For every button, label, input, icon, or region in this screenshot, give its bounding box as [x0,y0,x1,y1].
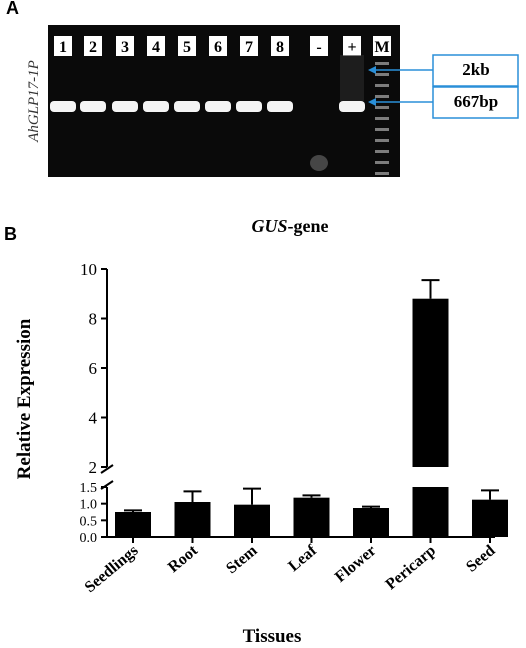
chart-title: GUS-gene [252,216,329,236]
axis-break-mark [100,464,114,474]
ladder-band [375,95,389,98]
bar [115,512,151,537]
ladder-band [375,84,389,87]
lane-label: 4 [152,39,160,56]
lane-label-box [178,36,196,56]
arrow-head-icon [368,66,376,74]
lane-label-box [209,36,227,56]
lane-label-box [271,36,289,56]
bar-lower-segment [412,487,449,537]
panel-a-letter: A [6,0,19,18]
lane-label-box [147,36,165,56]
x-axis-label: Tissues [243,626,302,647]
dna-band [205,101,231,112]
y-tick-label: 6 [89,359,98,378]
lane-label-box [310,36,328,56]
lane-label-box [84,36,102,56]
lane-label: 6 [214,39,222,56]
dna-band [339,101,365,112]
lane-label: 3 [121,39,129,56]
x-tick-label: Seed [463,542,499,576]
y-tick-label: 10 [80,260,97,279]
ladder-band [375,117,389,120]
lane-label: 1 [59,39,67,56]
y-tick-label: 0.0 [80,531,98,546]
y-axis-label: Relative Expression [14,318,35,479]
arrow-head-icon [368,98,376,106]
lane-label: M [374,39,389,56]
gene-label: AhGLP17-1P [26,60,42,143]
y-tick-label: 4 [89,409,98,428]
ladder-band [375,150,389,153]
ladder-band [375,106,389,109]
bar [234,504,270,537]
callout-label: 2kb [462,60,489,79]
dna-band [236,101,262,112]
lane-label-box [373,36,391,56]
bar [353,508,389,537]
dna-band [267,101,293,112]
bar-upper-segment [412,298,449,467]
callout-box [432,86,519,119]
lane-label-box [240,36,258,56]
x-tick-label: Root [165,542,202,577]
lane-label: 7 [245,39,253,56]
gus-expression-chart: GUS-gene Relative Expression Tissues 2 4 6 8 10… [14,216,508,647]
bar [472,499,508,537]
lane-label: 2 [89,39,97,56]
callout-box [432,54,519,87]
dna-band [50,101,76,112]
lane-label: - [316,39,321,56]
x-tick-label: Flower [332,542,380,586]
ladder-band [375,172,389,175]
x-tick-label: Stem [223,542,261,578]
smear [340,55,364,101]
y-tick-label: 8 [89,310,98,329]
y-tick-label: 0.5 [80,514,98,529]
dna-band [112,101,138,112]
ladder-band [375,62,389,65]
panel-b-letter: B [4,224,17,244]
bar [174,502,211,537]
lane-label-box [343,36,361,56]
lane-label-box [54,36,72,56]
ladder-band [375,73,389,76]
callout-label: 667bp [454,92,498,111]
ladder-band [375,161,389,164]
dna-band [80,101,106,112]
lane-label-box [116,36,134,56]
y-tick-label: 1.0 [80,498,98,513]
x-tick-label: Seedlings [82,542,142,596]
lane-label: 8 [276,39,284,56]
dna-band [174,101,200,112]
y-tick-label: 1.5 [80,481,98,496]
x-tick-label: Pericarp [383,542,440,593]
ladder-band [375,128,389,131]
dna-band [143,101,169,112]
y-tick-label: 2 [89,458,98,477]
lane-label: 5 [183,39,191,56]
ladder-band [375,139,389,142]
lane-label: + [347,39,356,56]
bar [293,497,330,537]
x-tick-label: Leaf [285,542,320,575]
gel-image: AhGLP17-1P 1 2 3 4 5 6 7 8 - + M 2kb 667bp [26,25,519,177]
primer-glow [310,155,328,171]
